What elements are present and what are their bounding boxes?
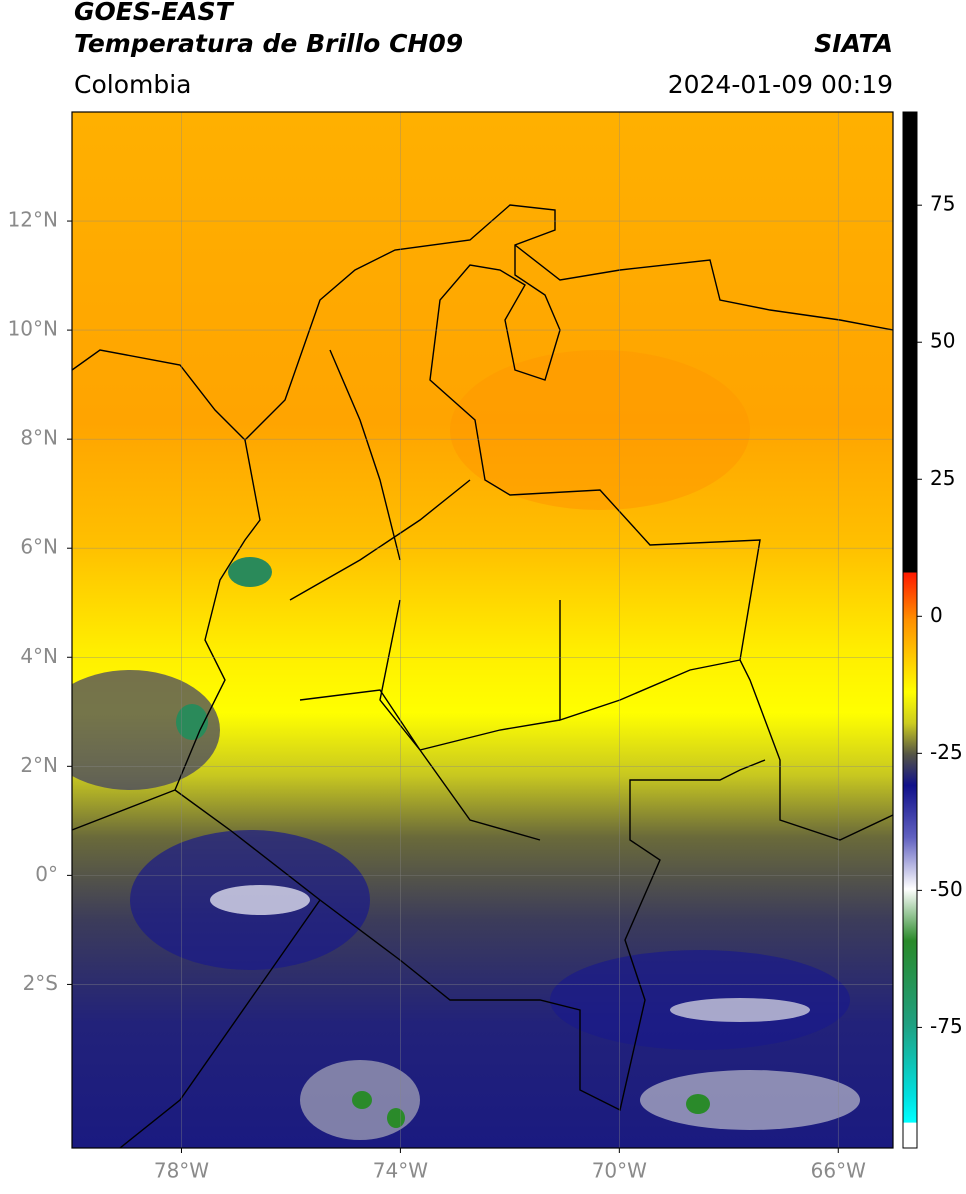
colorbar-tick-label: 50 [930,329,955,353]
y-tick-label: 2°S [23,971,58,995]
colorbar-tick-label: 0 [930,603,943,627]
map-frame [71,111,894,1149]
map-image [72,112,893,1148]
region: Colombia [74,70,191,99]
colorbar-tick-label: -25 [930,740,963,764]
x-tick-label: 78°W [154,1159,209,1183]
colorbar-tick-label: 75 [930,192,955,216]
subtitle: Temperatura de Brillo CH09 [74,29,463,58]
y-tick-label: 2°N [20,753,58,777]
title: GOES-EAST [74,0,235,26]
colorbar-tick-label: -75 [930,1014,963,1038]
colorbar-tick-label: -50 [930,877,963,901]
y-tick-label: 6°N [20,535,58,559]
x-tick-label: 70°W [592,1159,647,1183]
x-tick-label: 74°W [373,1159,428,1183]
y-tick-label: 4°N [20,644,58,668]
colorbar-tick-label: 25 [930,466,955,490]
y-tick-label: 10°N [8,317,58,341]
y-tick-label: 8°N [20,426,58,450]
x-tick-label: 66°W [811,1159,866,1183]
y-tick-label: 0° [35,862,58,886]
grid [72,112,893,1148]
timestamp: 2024-01-09 00:19 [668,70,893,99]
colorbar [902,111,918,1149]
source: SIATA [814,29,893,58]
y-tick-label: 12°N [8,208,58,232]
